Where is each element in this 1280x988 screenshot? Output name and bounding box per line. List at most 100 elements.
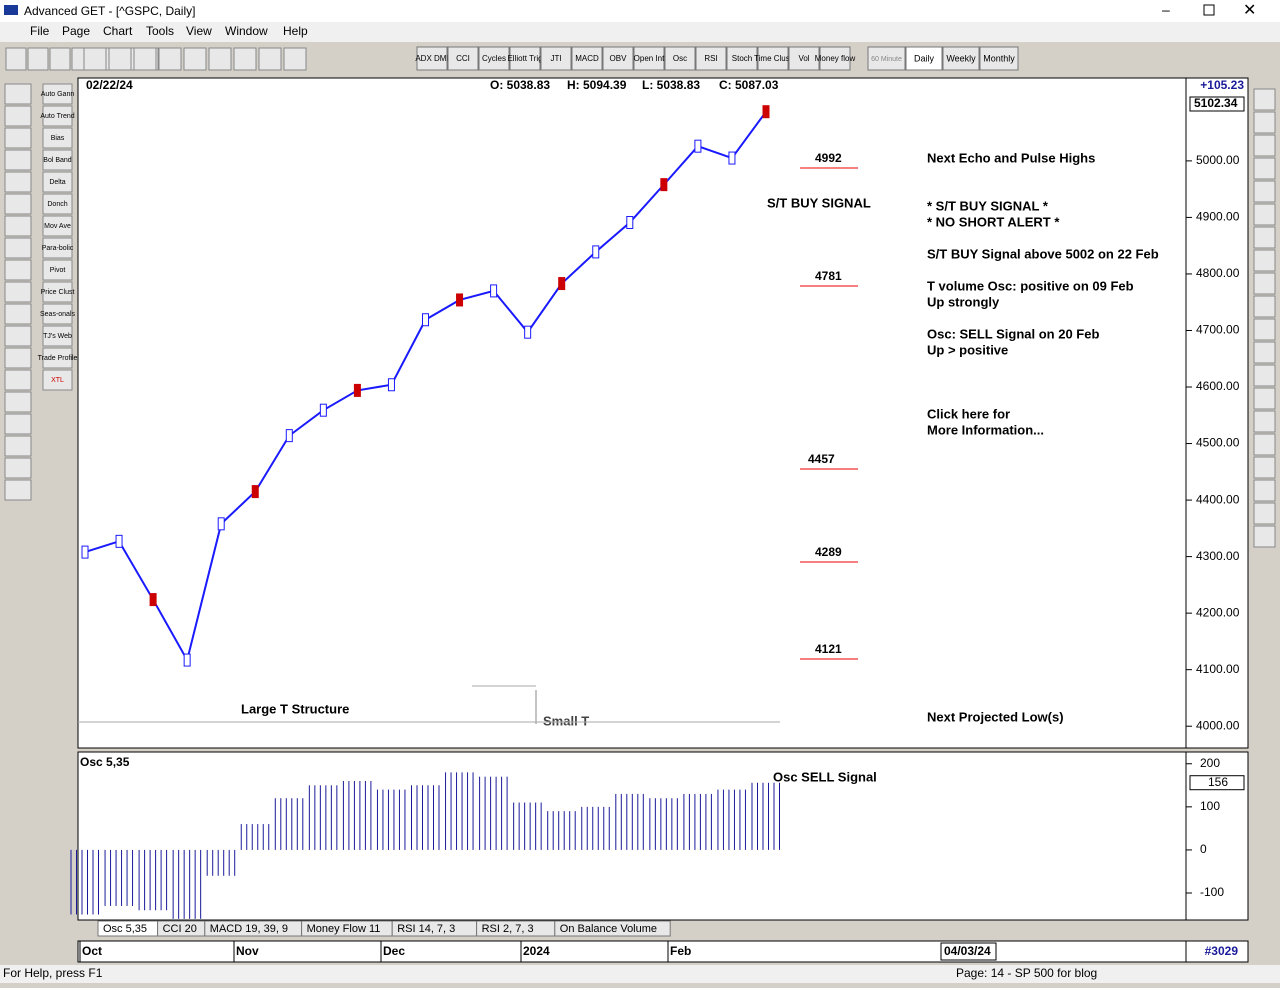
indicator-button[interactable] <box>695 46 727 71</box>
indicator-button[interactable] <box>819 46 851 71</box>
tab-label[interactable]: Money Flow 11 <box>307 923 381 935</box>
palette-icon[interactable] <box>4 347 32 369</box>
indicator-button[interactable] <box>788 46 820 71</box>
tool-button[interactable] <box>158 47 182 71</box>
close[interactable]: ✕ <box>1243 2 1256 19</box>
palette-button[interactable] <box>42 215 73 237</box>
restore[interactable] <box>1203 4 1215 16</box>
indicator-label[interactable]: Elliott Trig <box>507 54 542 63</box>
palette-label[interactable]: Delta <box>49 179 65 186</box>
palette-button[interactable] <box>42 105 73 127</box>
palette-label[interactable]: Bol Band <box>43 157 72 164</box>
tab-label[interactable]: RSI 2, 7, 3 <box>482 923 534 935</box>
palette-icon[interactable] <box>4 171 32 193</box>
palette-label[interactable]: Donch <box>47 201 67 208</box>
indicator-label[interactable]: RSI <box>704 54 717 63</box>
right-tool[interactable] <box>1253 203 1276 226</box>
indicator-button[interactable] <box>447 46 479 71</box>
palette-button[interactable] <box>42 127 73 149</box>
indicator-button[interactable] <box>571 46 603 71</box>
menu-item[interactable]: Window <box>225 24 268 38</box>
palette-icon[interactable] <box>4 105 32 127</box>
right-tool[interactable] <box>1253 341 1276 364</box>
palette-icon[interactable] <box>4 83 32 105</box>
menu-item[interactable]: Tools <box>146 24 174 38</box>
right-tool[interactable] <box>1253 502 1276 525</box>
palette-button[interactable] <box>42 325 73 347</box>
palette-label[interactable]: Auto Gann <box>41 91 75 98</box>
indicator-button[interactable] <box>726 46 758 71</box>
tab-label[interactable]: MACD 19, 39, 9 <box>210 923 288 935</box>
palette-icon[interactable] <box>4 127 32 149</box>
indicator-label[interactable]: Stoch <box>732 54 752 63</box>
tab-label[interactable]: On Balance Volume <box>560 923 657 935</box>
right-tool[interactable] <box>1253 226 1276 249</box>
palette-icon[interactable] <box>4 413 32 435</box>
palette-label[interactable]: Trade Profile <box>38 355 78 362</box>
palette-label[interactable]: Pivot <box>50 267 66 274</box>
palette-label[interactable]: Price Clust <box>41 289 75 296</box>
tool-button[interactable] <box>83 47 107 71</box>
right-tool[interactable] <box>1253 134 1276 157</box>
palette-button[interactable] <box>42 193 73 215</box>
palette-icon[interactable] <box>4 435 32 457</box>
period-label[interactable]: Monthly <box>983 53 1015 63</box>
palette-button[interactable] <box>42 259 73 281</box>
indicator-button[interactable] <box>757 46 789 71</box>
right-tool[interactable] <box>1253 525 1276 548</box>
right-tool[interactable] <box>1253 364 1276 387</box>
right-tool[interactable] <box>1253 157 1276 180</box>
period-button[interactable] <box>905 46 943 71</box>
tool-button[interactable] <box>108 47 132 71</box>
period-button[interactable] <box>867 46 906 71</box>
indicator-button[interactable] <box>664 46 696 71</box>
palette-label[interactable]: Para-bolic <box>42 245 74 252</box>
tool-button[interactable] <box>49 47 71 71</box>
right-tool[interactable] <box>1253 249 1276 272</box>
right-tool[interactable] <box>1253 456 1276 479</box>
tab-label[interactable]: Osc 5,35 <box>103 923 147 935</box>
palette-icon[interactable] <box>4 215 32 237</box>
indicator-label[interactable]: JTI <box>550 54 561 63</box>
tab-label[interactable]: CCI 20 <box>163 923 197 935</box>
palette-icon[interactable] <box>4 281 32 303</box>
menu-item[interactable]: Chart <box>103 24 133 38</box>
right-tool[interactable] <box>1253 479 1276 502</box>
minimize[interactable]: – <box>1162 2 1170 18</box>
right-tool[interactable] <box>1253 433 1276 456</box>
right-tool[interactable] <box>1253 387 1276 410</box>
indicator-label[interactable]: CCI <box>456 54 470 63</box>
indicator-button[interactable] <box>509 46 541 71</box>
tool-button[interactable] <box>233 47 257 71</box>
right-tool[interactable] <box>1253 272 1276 295</box>
indicator-label[interactable]: Cycles <box>482 54 506 63</box>
indicator-tab[interactable] <box>554 920 671 937</box>
indicator-button[interactable] <box>416 46 448 71</box>
tool-button[interactable] <box>283 47 307 71</box>
tool-button[interactable] <box>183 47 207 71</box>
indicator-label[interactable]: Vol <box>798 54 809 63</box>
palette-label[interactable]: Seas-onals <box>40 311 76 318</box>
palette-icon[interactable] <box>4 193 32 215</box>
menu-item[interactable]: File <box>30 24 50 38</box>
indicator-button[interactable] <box>540 46 572 71</box>
note[interactable]: More Information... <box>927 422 1044 437</box>
indicator-label[interactable]: Time Clust <box>754 54 793 63</box>
period-button[interactable] <box>979 46 1019 71</box>
palette-icon[interactable] <box>4 237 32 259</box>
menu-item[interactable]: Page <box>62 24 90 38</box>
palette-icon[interactable] <box>4 391 32 413</box>
indicator-label[interactable]: Osc <box>673 54 687 63</box>
tool-button[interactable] <box>5 47 27 71</box>
tool-button[interactable] <box>133 47 157 71</box>
tool-button[interactable] <box>27 47 49 71</box>
palette-icon[interactable] <box>4 303 32 325</box>
tool-button[interactable] <box>208 47 232 71</box>
note[interactable]: Click here for <box>927 406 1010 421</box>
right-tool[interactable] <box>1253 410 1276 433</box>
right-tool[interactable] <box>1253 295 1276 318</box>
menu-item[interactable]: Help <box>283 24 308 38</box>
right-tool[interactable] <box>1253 318 1276 341</box>
indicator-label[interactable]: Money flow <box>815 54 856 63</box>
palette-button[interactable] <box>42 83 73 105</box>
